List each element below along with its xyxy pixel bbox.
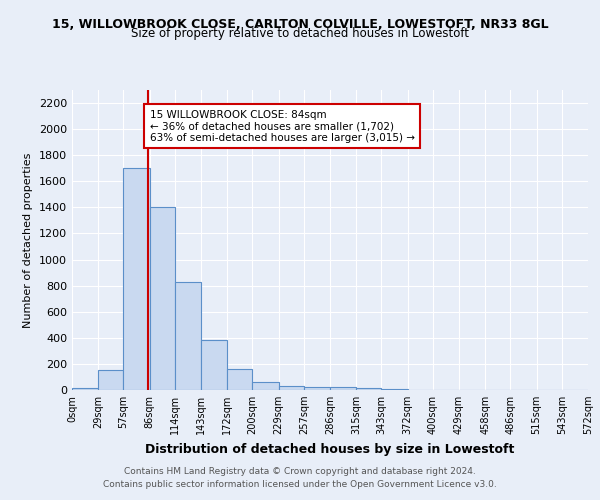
X-axis label: Distribution of detached houses by size in Lowestoft: Distribution of detached houses by size … [145,442,515,456]
Bar [278,386,304,390]
Bar [356,388,382,390]
Bar [149,208,175,390]
Text: 15 WILLOWBROOK CLOSE: 84sqm
← 36% of detached houses are smaller (1,702)
63% of : 15 WILLOWBROOK CLOSE: 84sqm ← 36% of det… [149,110,415,143]
Text: Contains HM Land Registry data © Crown copyright and database right 2024.: Contains HM Land Registry data © Crown c… [124,467,476,476]
Bar [72,388,98,390]
Bar [227,369,253,390]
Bar [124,168,149,390]
Bar [382,388,407,390]
Bar [201,340,227,390]
Text: 15, WILLOWBROOK CLOSE, CARLTON COLVILLE, LOWESTOFT, NR33 8GL: 15, WILLOWBROOK CLOSE, CARLTON COLVILLE,… [52,18,548,30]
Bar [304,386,330,390]
Text: Size of property relative to detached houses in Lowestoft: Size of property relative to detached ho… [131,28,469,40]
Y-axis label: Number of detached properties: Number of detached properties [23,152,34,328]
Bar [98,370,124,390]
Bar [330,388,356,390]
Bar [175,282,201,390]
Text: Contains public sector information licensed under the Open Government Licence v3: Contains public sector information licen… [103,480,497,489]
Bar [253,382,278,390]
